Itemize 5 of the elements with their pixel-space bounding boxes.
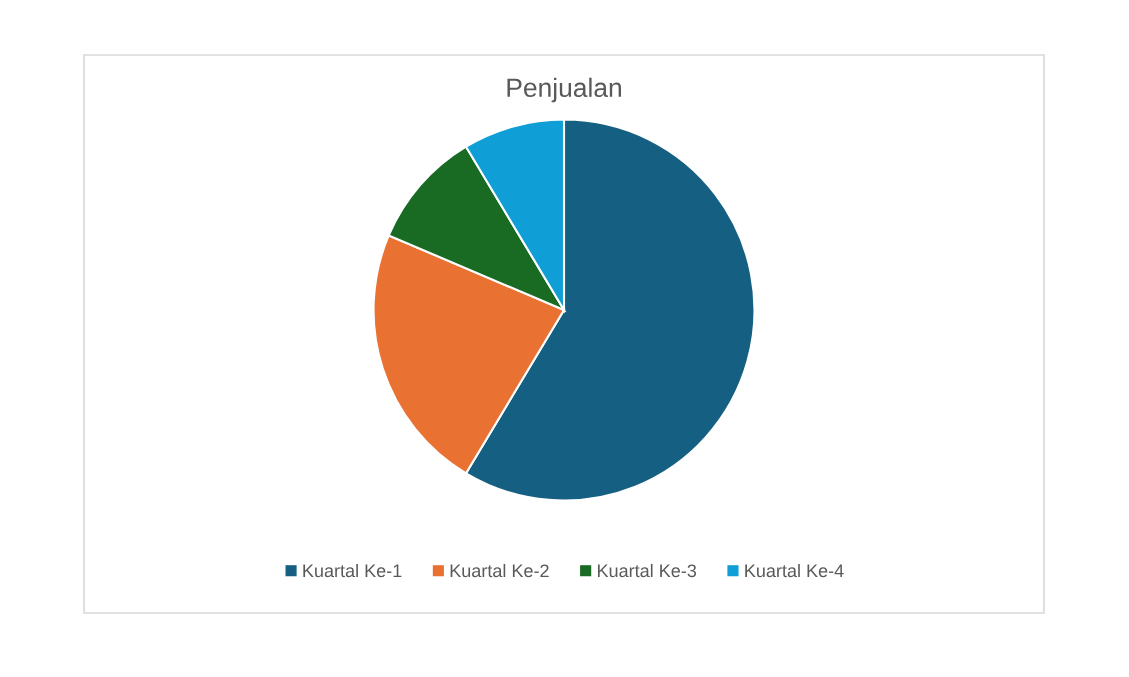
legend-label: Kuartal Ke-3: [597, 563, 697, 578]
legend-label: Kuartal Ke-1: [303, 563, 402, 578]
legend-label: Kuartal Ke-2: [450, 563, 549, 578]
legend-label: Kuartal Ke-4: [745, 563, 844, 578]
chart-title: Penjualan: [507, 77, 621, 103]
